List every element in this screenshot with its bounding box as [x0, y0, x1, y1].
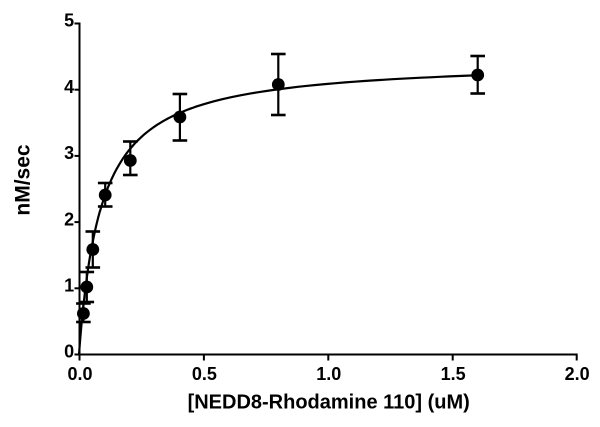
svg-text:1.0: 1.0 — [316, 364, 341, 384]
svg-text:2.0: 2.0 — [565, 364, 590, 384]
svg-text:0.0: 0.0 — [67, 364, 92, 384]
svg-text:[NEDD8-Rhodamine 110] (uM): [NEDD8-Rhodamine 110] (uM) — [188, 391, 470, 413]
svg-text:nM/sec: nM/sec — [12, 144, 35, 216]
svg-text:3: 3 — [64, 143, 74, 163]
svg-text:5: 5 — [64, 11, 74, 31]
svg-text:2: 2 — [64, 209, 74, 229]
svg-text:1: 1 — [64, 276, 74, 296]
svg-text:4: 4 — [64, 77, 74, 97]
svg-text:0: 0 — [64, 342, 74, 362]
svg-text:0.5: 0.5 — [192, 364, 217, 384]
svg-text:1.5: 1.5 — [441, 364, 466, 384]
